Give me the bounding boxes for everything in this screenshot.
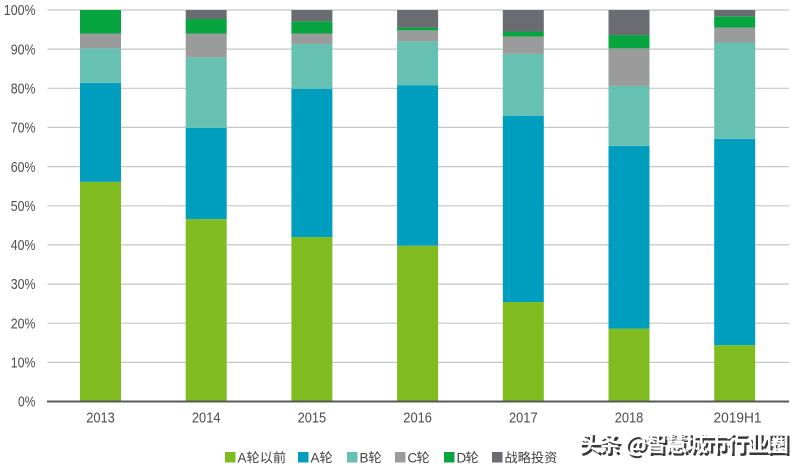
svg-text:20%: 20% bbox=[11, 316, 36, 332]
svg-text:90%: 90% bbox=[11, 42, 36, 58]
svg-text:C: C bbox=[408, 450, 418, 465]
svg-text:B: B bbox=[360, 450, 369, 465]
svg-text:70%: 70% bbox=[11, 121, 36, 137]
svg-text:30%: 30% bbox=[11, 277, 36, 293]
svg-text:D: D bbox=[457, 450, 467, 465]
svg-text:2016: 2016 bbox=[403, 411, 432, 427]
svg-text:100%: 100% bbox=[4, 3, 36, 19]
svg-text:40%: 40% bbox=[11, 238, 36, 254]
svg-text:2019H1: 2019H1 bbox=[714, 411, 762, 427]
svg-text:60%: 60% bbox=[11, 160, 36, 176]
svg-text:2014: 2014 bbox=[192, 411, 221, 427]
svg-text:A: A bbox=[311, 450, 320, 465]
svg-text:2018: 2018 bbox=[615, 411, 644, 427]
svg-text:0%: 0% bbox=[18, 395, 36, 411]
svg-text:10%: 10% bbox=[11, 356, 36, 372]
svg-text:2017: 2017 bbox=[509, 411, 538, 427]
svg-text:80%: 80% bbox=[11, 82, 36, 98]
svg-text:2015: 2015 bbox=[298, 411, 327, 427]
svg-text:A: A bbox=[238, 450, 247, 465]
svg-text:50%: 50% bbox=[11, 199, 36, 215]
svg-text:2013: 2013 bbox=[86, 411, 115, 427]
